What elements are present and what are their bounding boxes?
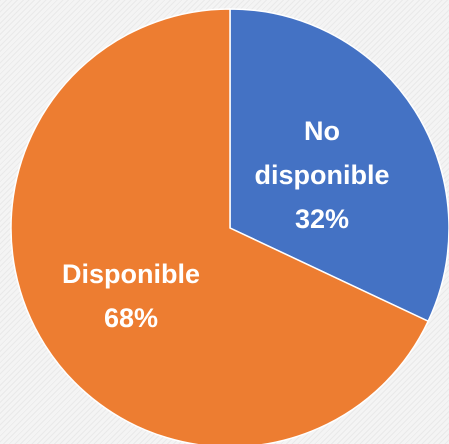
pie-slice-label-line: Disponible — [62, 259, 200, 289]
pie-slice-label-line: disponible — [255, 160, 390, 190]
pie-slices — [10, 8, 449, 444]
pie-slice-label-line: 32% — [295, 204, 349, 234]
pie-labels: No disponible 32% Disponible 68% — [62, 116, 390, 333]
pie-slice-1 — [229, 8, 449, 323]
pie-slice-label-line: 68% — [104, 303, 158, 333]
pie-slice-label-2: Disponible 68% — [62, 259, 200, 333]
pie-slice-label-1: No disponible 32% — [255, 116, 390, 234]
pie-slice-label-line: No — [304, 116, 340, 146]
pie-slice-2 — [10, 8, 430, 444]
